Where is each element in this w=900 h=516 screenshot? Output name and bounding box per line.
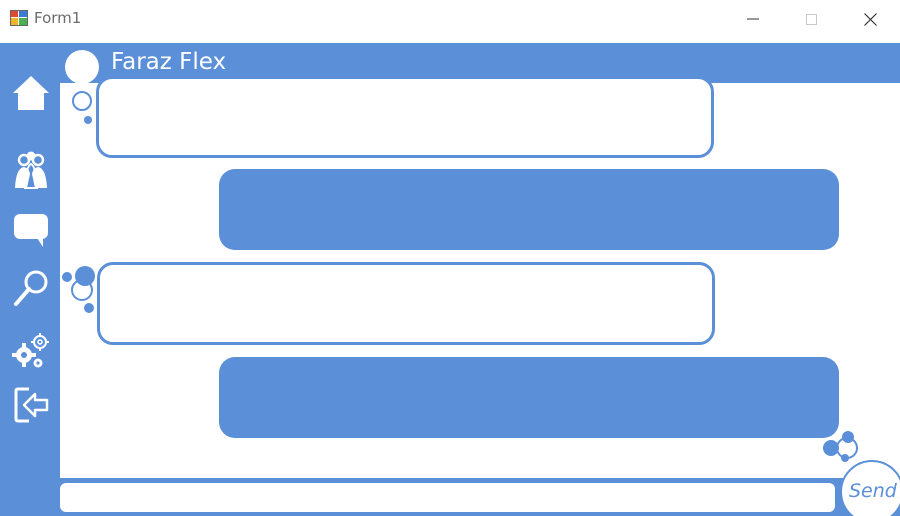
send-button[interactable]: [840, 460, 900, 516]
logout-icon: [14, 387, 49, 423]
message-bubble-incoming[interactable]: [96, 76, 714, 158]
maximize-button[interactable]: [788, 0, 834, 38]
gears-icon: [12, 333, 49, 368]
window-title: Form1: [34, 9, 82, 27]
sidebar: [0, 43, 60, 516]
maximize-icon: [805, 13, 817, 25]
chat-bubble-icon: [14, 214, 48, 247]
incoming-message-dots-icon: [72, 91, 92, 124]
message-input[interactable]: [60, 483, 835, 512]
form-app-icon: [10, 10, 28, 26]
sidebar-item-contacts[interactable]: [8, 148, 54, 192]
sidebar-item-search[interactable]: [8, 266, 54, 310]
close-icon: [863, 12, 877, 26]
outgoing-message-dots-icon: [823, 431, 858, 462]
incoming-message-dots-icon: [62, 266, 95, 313]
sidebar-item-logout[interactable]: [8, 383, 54, 427]
message-bubble-outgoing[interactable]: [219, 169, 839, 250]
sidebar-item-settings[interactable]: [8, 327, 54, 371]
search-icon: [14, 270, 48, 306]
message-bubble-outgoing[interactable]: [219, 357, 839, 438]
minimize-button[interactable]: [730, 0, 776, 38]
contact-name: Faraz Flex: [111, 49, 227, 75]
close-button[interactable]: [847, 0, 893, 38]
contacts-icon: [15, 151, 47, 189]
title-bar: Form1: [0, 0, 900, 38]
avatar[interactable]: [65, 50, 99, 84]
minimize-icon: [747, 18, 759, 20]
home-icon: [13, 76, 49, 110]
message-bubble-incoming[interactable]: [97, 262, 715, 345]
sidebar-item-chats[interactable]: [8, 207, 54, 251]
sidebar-item-home[interactable]: [8, 70, 54, 114]
